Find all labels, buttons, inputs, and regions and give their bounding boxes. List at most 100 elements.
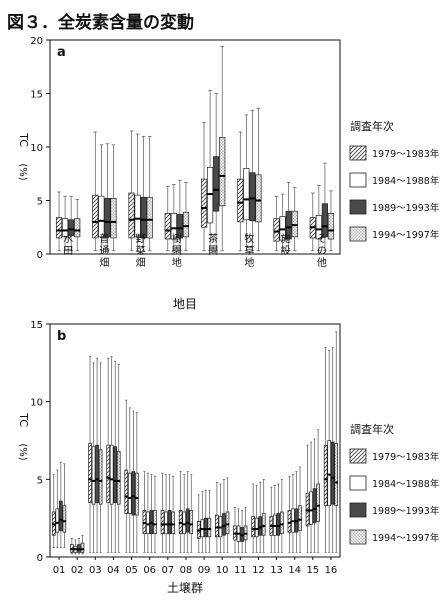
box-body <box>128 192 135 239</box>
box-body <box>98 195 105 238</box>
y-axis-label-tc: TC <box>17 412 30 427</box>
x-tick-label: 14 <box>288 565 301 576</box>
plot-frame <box>49 323 341 558</box>
box-plot <box>182 474 186 553</box>
box-plot <box>243 506 248 553</box>
box-plot <box>279 193 286 252</box>
legend-swatch <box>349 448 367 464</box>
box-plot <box>62 195 69 252</box>
box-body <box>323 444 328 507</box>
x-tick-label: 09 <box>198 565 211 576</box>
y-tick-label: 15 <box>30 320 43 331</box>
x-axis-label: 土壌群 <box>167 581 203 595</box>
x-tick-label: 樹 <box>172 232 182 245</box>
box-body <box>55 508 60 533</box>
box-plot <box>140 135 147 252</box>
box-body <box>251 516 255 538</box>
box-body <box>171 511 175 535</box>
box-plot <box>51 474 56 549</box>
box-body <box>127 472 132 514</box>
box-body <box>80 542 85 553</box>
legend-entry: 1979～1983年 <box>372 451 440 463</box>
box-body <box>287 510 292 533</box>
box-plot <box>321 162 328 252</box>
box-plot <box>222 478 226 553</box>
x-tick-label: 03 <box>89 565 102 576</box>
box-plot <box>327 350 331 553</box>
box-plot <box>178 471 183 553</box>
x-tick-label: 10 <box>216 565 229 576</box>
x-tick-label: の <box>317 246 327 257</box>
box-body <box>254 517 259 538</box>
legend-title: 調査年次 <box>350 119 394 133</box>
box-body <box>273 218 280 242</box>
box-body <box>164 212 171 240</box>
box-body <box>167 510 172 535</box>
box-plot <box>127 407 132 553</box>
box-body <box>258 516 263 536</box>
y-tick-label: 0 <box>37 553 43 564</box>
legend-entry: 1984～1988年 <box>372 478 440 490</box>
box-body <box>116 451 121 505</box>
box-body <box>316 483 320 522</box>
legend-title: 調査年次 <box>350 422 394 436</box>
box-body <box>62 218 69 238</box>
y-tick-label: 10 <box>30 398 43 409</box>
x-tick-label: 08 <box>180 565 193 576</box>
box-body <box>261 513 266 536</box>
box-body <box>62 505 67 533</box>
x-tick-label: 通 <box>99 245 109 257</box>
box-plot <box>280 478 284 553</box>
x-tick-label: 地 <box>172 256 182 269</box>
box-body <box>146 196 153 239</box>
box-plot <box>164 474 168 553</box>
box-plot <box>131 410 136 553</box>
y-tick-label: 15 <box>30 90 43 101</box>
box-plot <box>305 444 310 553</box>
legend-entry: 1994～1997年 <box>372 229 440 241</box>
box-plot <box>113 360 118 553</box>
box-body <box>91 446 96 505</box>
box-body <box>153 510 157 535</box>
box-plot <box>146 472 150 553</box>
box-body <box>315 215 322 240</box>
box-plot <box>258 482 263 553</box>
box-body <box>330 441 335 505</box>
box-plot <box>237 131 244 252</box>
box-body <box>176 214 183 239</box>
y-tick-label: 5 <box>37 475 43 486</box>
box-plot <box>315 185 322 252</box>
box-plot <box>98 362 103 553</box>
box-body <box>213 156 220 212</box>
box-body <box>185 508 190 533</box>
box-plot <box>294 471 299 553</box>
box-plot <box>134 133 141 252</box>
legend-entry: 1989～1993年 <box>372 202 440 214</box>
box-plot <box>255 108 262 252</box>
legend-b: 調査年次 1979～1983年 1984～1988年 1989～1993年 1994～1… <box>349 422 440 545</box>
legend-entry: 1984～1988年 <box>372 175 440 187</box>
x-tick-label: 牧 <box>244 232 254 245</box>
box-plot <box>309 192 316 252</box>
panel-label: b <box>57 329 66 344</box>
box-plot <box>171 475 175 553</box>
x-tick-label: 茶 <box>208 232 218 245</box>
y-tick-label: 0 <box>37 250 43 261</box>
box-body <box>279 216 286 241</box>
x-tick-label: 06 <box>143 565 156 576</box>
box-plot <box>323 346 328 553</box>
box-plot <box>59 461 63 549</box>
box-body <box>312 488 317 524</box>
box-body <box>327 440 331 507</box>
x-tick-label: 施 <box>281 232 291 245</box>
box-plot <box>251 483 255 553</box>
box-body <box>140 196 147 239</box>
x-tick-label: 07 <box>161 565 174 576</box>
x-tick-label: 13 <box>270 565 283 576</box>
legend-swatch <box>349 226 367 242</box>
box-body <box>170 212 177 240</box>
x-tick-label: 畑 <box>99 256 109 269</box>
box-plot <box>124 399 129 553</box>
box-plot <box>98 144 105 252</box>
